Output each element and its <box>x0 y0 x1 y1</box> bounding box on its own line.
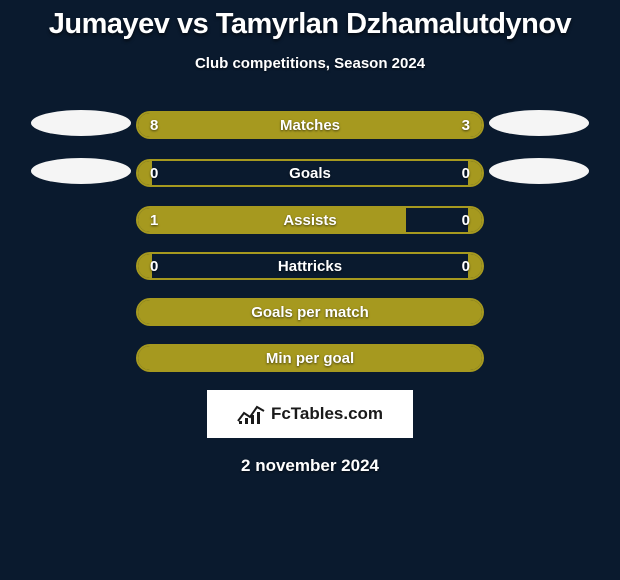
bar-label: Goals per match <box>138 300 482 324</box>
stat-row: Goals per match <box>0 298 620 326</box>
stat-row: Min per goal <box>0 344 620 372</box>
page-title: Jumayev vs Tamyrlan Dzhamalutdynov <box>0 8 620 41</box>
stat-bar: 00Hattricks <box>136 252 484 280</box>
avatar-right <box>484 110 594 140</box>
date-text: 2 november 2024 <box>0 456 620 476</box>
stat-bar: Min per goal <box>136 344 484 372</box>
stat-row: 00Goals <box>0 158 620 188</box>
fctables-logo-icon <box>237 403 265 425</box>
bar-label: Min per goal <box>138 346 482 370</box>
bar-label: Goals <box>138 161 482 185</box>
avatar-left <box>26 158 136 188</box>
avatar-right <box>484 158 594 188</box>
stat-bar: 83Matches <box>136 111 484 139</box>
stats-rows: 83Matches 00Goals 10Assists 00Hattricks Goal… <box>0 110 620 372</box>
stat-bar: Goals per match <box>136 298 484 326</box>
bar-label: Assists <box>138 208 482 232</box>
stat-row: 83Matches <box>0 110 620 140</box>
stat-bar: 00Goals <box>136 159 484 187</box>
brand-box: FcTables.com <box>207 390 413 438</box>
bar-label: Hattricks <box>138 254 482 278</box>
avatar-left <box>26 110 136 140</box>
brand-text: FcTables.com <box>271 404 383 424</box>
stat-row: 00Hattricks <box>0 252 620 280</box>
stat-bar: 10Assists <box>136 206 484 234</box>
bar-label: Matches <box>138 113 482 137</box>
stat-row: 10Assists <box>0 206 620 234</box>
page-subtitle: Club competitions, Season 2024 <box>0 55 620 72</box>
